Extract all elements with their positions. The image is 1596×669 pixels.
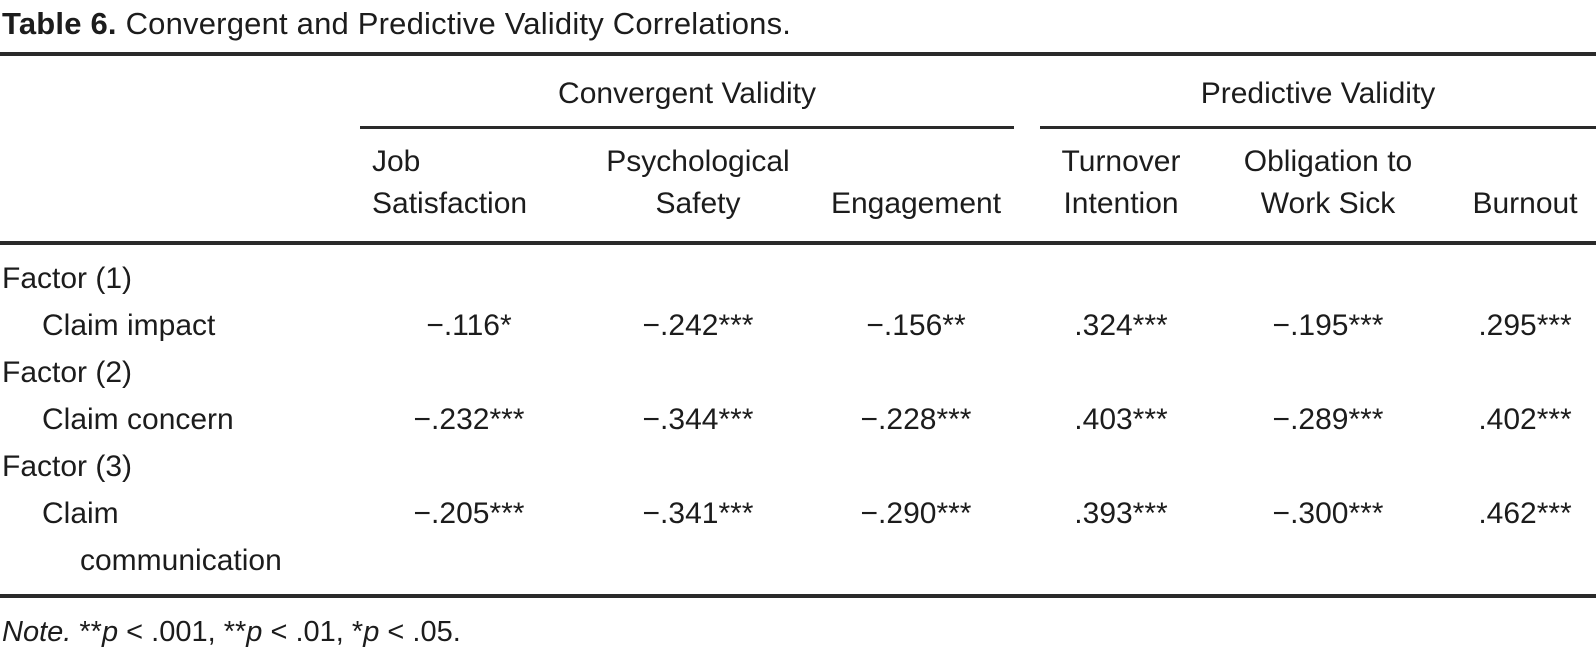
cell-value: −.205*** — [360, 490, 578, 598]
cell-value: −.228*** — [860, 403, 972, 436]
table-title: Table 6. Convergent and Predictive Valid… — [0, 0, 1596, 52]
note-label: Note. — [2, 616, 72, 648]
data-row-claim-impact: Claim impact −.116* −.242*** −.156** .32… — [0, 302, 1596, 349]
table-note: Note. **p < .001, **p < .01, *p < .05. — [2, 614, 1596, 650]
cell-value: −.341*** — [578, 490, 818, 598]
data-row-claim-communication: Claim communication −.205*** −.341*** −.… — [0, 490, 1596, 598]
group-header-convergent: Convergent Validity — [360, 54, 1015, 129]
column-gap — [1014, 54, 1040, 128]
group-header-row: Convergent Validity Predictive Validity — [0, 54, 1596, 129]
cell-value: .393*** — [1040, 490, 1203, 598]
cell-value: −.242*** — [642, 309, 754, 342]
table-number: Table 6. — [2, 6, 117, 41]
section-row-factor-2: Factor (2) — [0, 349, 1596, 396]
correlations-table: Convergent Validity Predictive Validity … — [0, 52, 1596, 598]
row-label-line1: Claim — [42, 497, 119, 530]
cell-value: −.195*** — [1272, 309, 1384, 342]
section-row-factor-3: Factor (3) — [0, 443, 1596, 490]
cell-value: .403*** — [1074, 403, 1168, 436]
column-gap — [1014, 302, 1040, 349]
row-label: Claim communication — [0, 490, 360, 598]
section-label: Factor (2) — [2, 356, 133, 389]
col-header-job-satisfaction: Job Satisfaction — [360, 127, 578, 245]
cell-value: −.290*** — [818, 490, 1015, 598]
cell-value: −.156** — [866, 309, 966, 342]
cell-value: −.344*** — [642, 403, 754, 436]
column-gap — [1014, 490, 1041, 598]
column-header-row: Job Satisfaction Psychological Safety En… — [0, 127, 1596, 245]
section-row-factor-1: Factor (1) — [0, 243, 1596, 302]
cell-value: .402*** — [1478, 403, 1572, 436]
table-caption: Convergent and Predictive Validity Corre… — [125, 6, 792, 41]
column-gap — [1014, 396, 1040, 443]
col-header-burnout: Burnout — [1454, 127, 1596, 245]
empty-label-header — [0, 127, 360, 245]
note-segment-3: *p < .05. — [351, 616, 461, 648]
empty-corner-cell — [0, 54, 360, 128]
data-row-claim-concern: Claim concern −.232*** −.344*** −.228***… — [0, 396, 1596, 443]
cell-value: −.289*** — [1272, 403, 1384, 436]
col-header-turnover-intention: Turnover Intention — [1040, 127, 1203, 245]
group-header-predictive: Predictive Validity — [1040, 54, 1596, 129]
row-label: Claim impact — [42, 309, 216, 342]
cell-value: −.116* — [426, 309, 512, 342]
cell-value: −.232*** — [413, 403, 525, 436]
column-gap — [1014, 127, 1041, 245]
col-header-obligation-work-sick: Obligation to Work Sick — [1202, 127, 1455, 245]
cell-value: .462*** — [1454, 490, 1596, 598]
row-label: Claim concern — [42, 403, 234, 436]
section-label: Factor (1) — [2, 262, 133, 295]
cell-value: .295*** — [1478, 309, 1572, 342]
row-label-line2: communication — [80, 544, 282, 577]
note-segment-2: **p < .01, — [223, 616, 352, 648]
col-header-psychological-safety: Psychological Safety — [578, 127, 818, 245]
section-label: Factor (3) — [2, 450, 133, 483]
cell-value: .324*** — [1074, 309, 1168, 342]
note-segment-1: **p < .001, — [79, 616, 224, 648]
col-header-engagement: Engagement — [818, 127, 1015, 245]
cell-value: −.300*** — [1202, 490, 1455, 598]
